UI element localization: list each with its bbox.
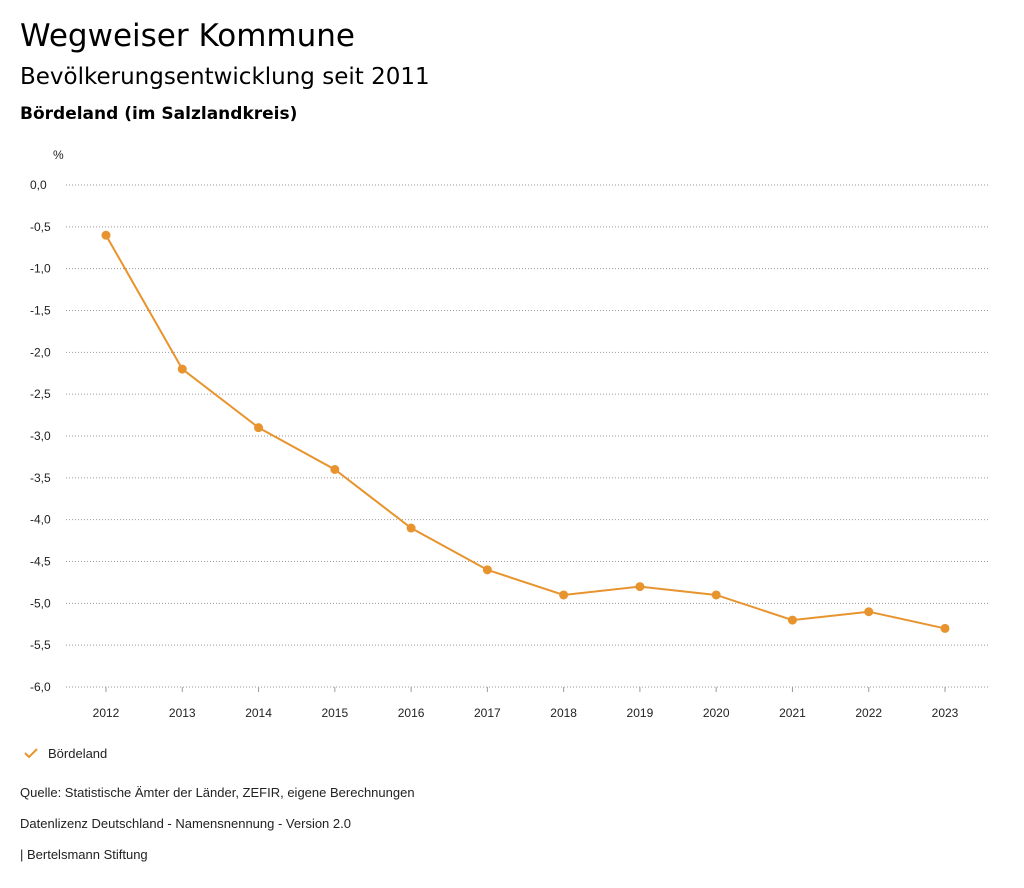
data-point xyxy=(635,582,645,592)
check-icon xyxy=(24,748,38,759)
x-tick-label: 2014 xyxy=(245,706,272,720)
y-tick-label: -2,5 xyxy=(30,387,51,401)
series-line-bördeland xyxy=(105,234,946,630)
y-tick-label: -5,0 xyxy=(30,596,51,610)
line-chart: % 0,0 -0,5 -1,0 -1,5 -2,0 -2,5 -3,0 -3,5 -4,0 -4,5… xyxy=(30,148,990,720)
data-point xyxy=(406,523,416,533)
y-tick-label: -2,0 xyxy=(30,345,51,359)
data-point xyxy=(482,565,492,575)
x-tick-label: 2013 xyxy=(169,706,196,720)
x-tick-label: 2022 xyxy=(855,706,882,720)
x-tick-label: 2015 xyxy=(321,706,348,720)
region-title: Bördeland (im Salzlandkreis) xyxy=(20,104,298,124)
y-tick-label: -5,5 xyxy=(30,638,51,652)
legend[interactable]: Bördeland xyxy=(22,744,107,762)
data-point xyxy=(101,230,111,240)
y-tick-label: -1,5 xyxy=(30,304,51,318)
x-tick-label: 2021 xyxy=(779,706,806,720)
y-tick-label: -6,0 xyxy=(30,680,51,694)
x-tick-label: 2018 xyxy=(550,706,577,720)
x-tick-label: 2017 xyxy=(474,706,501,720)
page-title: Wegweiser Kommune xyxy=(20,18,355,54)
data-point xyxy=(254,423,264,433)
y-tick-label: -3,5 xyxy=(30,471,51,485)
data-point xyxy=(711,590,721,600)
y-tick-label: 0,0 xyxy=(30,178,47,192)
y-tick-label: -4,5 xyxy=(30,555,51,569)
y-tick-label: -0,5 xyxy=(30,220,51,234)
x-tick-label: 2023 xyxy=(932,706,959,720)
chart-subtitle: Bevölkerungsentwicklung seit 2011 xyxy=(20,64,430,90)
x-tick-label: 2019 xyxy=(627,706,654,720)
data-point xyxy=(177,364,187,374)
license-note: Datenlizenz Deutschland - Namensnennung … xyxy=(20,816,351,831)
data-point xyxy=(864,607,874,617)
data-point xyxy=(330,464,340,474)
legend-label: Bördeland xyxy=(48,745,108,761)
y-tick-label: -4,0 xyxy=(30,513,51,527)
x-tick-label: 2012 xyxy=(93,706,120,720)
y-axis-label: % xyxy=(53,148,64,162)
y-tick-label: -3,0 xyxy=(30,429,51,443)
data-point xyxy=(787,615,797,625)
y-tick-label: -1,0 xyxy=(30,262,51,276)
data-point xyxy=(940,623,950,633)
x-tick-label: 2020 xyxy=(703,706,730,720)
source-note: Quelle: Statistische Ämter der Länder, Z… xyxy=(20,785,415,800)
organization-note: | Bertelsmann Stiftung xyxy=(20,847,148,862)
x-tick-label: 2016 xyxy=(398,706,425,720)
data-point xyxy=(559,590,569,600)
